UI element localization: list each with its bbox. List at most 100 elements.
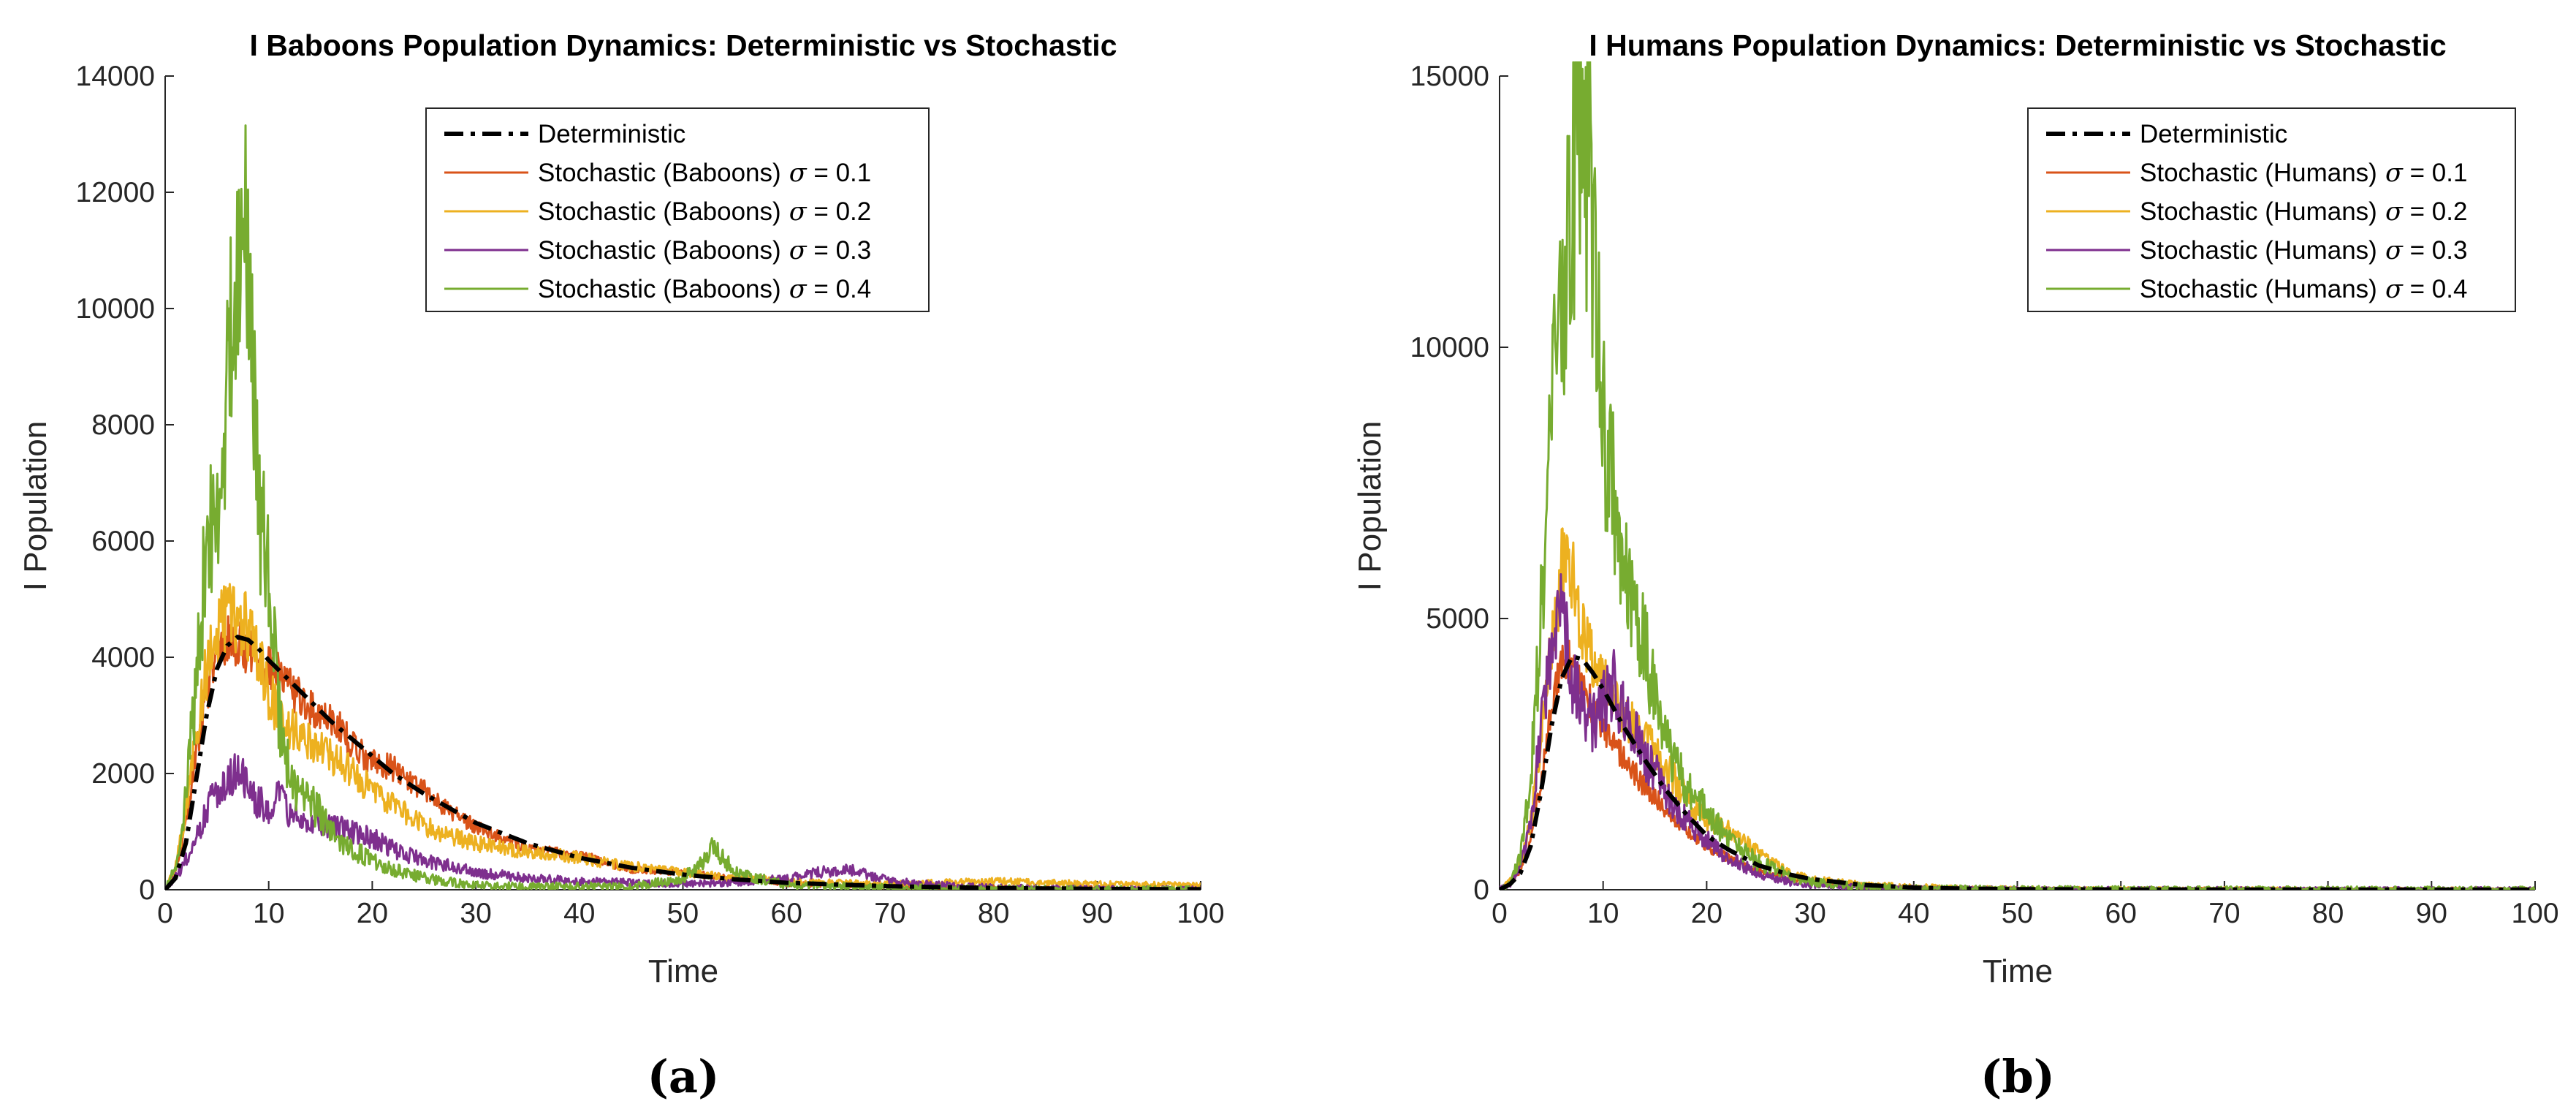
y-tick-label: 14000: [76, 61, 155, 92]
sigma-equals: =: [2403, 159, 2432, 187]
legend-entry: Deterministic: [2046, 120, 2287, 148]
x-tick-label: 40: [1898, 898, 1929, 929]
legend-label-text: Stochastic (Baboons): [538, 159, 781, 187]
y-tick-label: 5000: [1426, 603, 1489, 635]
legend-label: Stochastic (Baboons) σ = 0.1: [538, 159, 871, 188]
panel-caption: (a): [647, 1050, 720, 1103]
legend: Deterministic Stochastic (Humans) σ = 0.1…: [2027, 107, 2516, 312]
sigma-symbol: σ: [2377, 275, 2404, 304]
sigma-value: 0.4: [2432, 275, 2468, 303]
plot-area: [165, 124, 1201, 890]
sigma-equals: =: [807, 159, 836, 187]
legend: Deterministic Stochastic (Baboons) σ = 0.…: [425, 107, 930, 312]
legend-box: [425, 107, 930, 312]
legend-label-text: Stochastic (Baboons): [538, 275, 781, 303]
x-axis-label: Time: [648, 953, 718, 989]
legend-label-text: Stochastic (Humans): [2140, 159, 2377, 187]
sigma-equals: =: [2403, 197, 2432, 226]
legend-entry: Stochastic (Baboons) σ = 0.4: [444, 275, 871, 304]
sigma-equals: =: [807, 236, 836, 265]
sigma-value: 0.1: [2432, 159, 2468, 187]
x-tick-label: 0: [157, 898, 173, 929]
x-tick-label: 60: [771, 898, 802, 929]
legend-label-text: Stochastic (Humans): [2140, 236, 2377, 265]
x-axis-label: Time: [1983, 953, 2053, 989]
chart-panel-a: I Baboons Population Dynamics: Determini…: [18, 29, 1225, 1103]
x-tick-label: 0: [1492, 898, 1508, 929]
legend-entry: Deterministic: [444, 120, 685, 148]
y-axis-label: I Population: [1352, 421, 1388, 591]
y-tick-label: 0: [139, 874, 155, 906]
legend-entry: Stochastic (Humans) σ = 0.3: [2046, 236, 2467, 265]
sigma-value: 0.4: [836, 275, 872, 303]
x-tick-label: 30: [1794, 898, 1825, 929]
sigma-equals: =: [2403, 275, 2432, 303]
axes: 0 10 20 30 40 50 60 70 80 90 100 0 2000 4000 6000 8000 1…: [76, 61, 1225, 929]
x-tick-label: 40: [563, 898, 595, 929]
legend-label-text: Stochastic (Humans): [2140, 197, 2377, 226]
legend-label-text: Stochastic (Baboons): [538, 236, 781, 265]
y-tick-label: 10000: [76, 293, 155, 325]
legend-label: Deterministic: [2140, 120, 2287, 148]
x-tick-label: 70: [2208, 898, 2240, 929]
sigma-symbol: σ: [781, 197, 808, 227]
y-tick-label: 0: [1473, 874, 1489, 906]
x-tick-label: 20: [1691, 898, 1722, 929]
plot-area: [1500, 61, 2535, 890]
chart-title: I Baboons Population Dynamics: Determini…: [250, 29, 1117, 62]
legend-entry: Stochastic (Baboons) σ = 0.1: [444, 159, 871, 188]
legend-entry: Stochastic (Humans) σ = 0.4: [2046, 275, 2467, 304]
legend-entry: Stochastic (Humans) σ = 0.1: [2046, 159, 2467, 188]
x-tick-label: 30: [460, 898, 491, 929]
legend-label-text: Stochastic (Baboons): [538, 197, 781, 226]
sigma-equals: =: [2403, 236, 2432, 265]
chart-title: I Humans Population Dynamics: Determinis…: [1589, 29, 2446, 62]
sigma-value: 0.1: [836, 159, 872, 187]
legend-label: Stochastic (Humans) σ = 0.4: [2140, 275, 2467, 304]
legend-label: Stochastic (Humans) σ = 0.1: [2140, 159, 2467, 188]
legend-label: Stochastic (Humans) σ = 0.3: [2140, 236, 2467, 265]
sigma-equals: =: [807, 197, 836, 226]
sigma-value: 0.2: [836, 197, 872, 226]
legend-label: Stochastic (Humans) σ = 0.2: [2140, 197, 2467, 227]
x-tick-label: 10: [253, 898, 284, 929]
y-tick-label: 2000: [91, 758, 155, 790]
sigma-symbol: σ: [2377, 236, 2404, 265]
sigma-symbol: σ: [781, 236, 808, 265]
sigma-value: 0.3: [836, 236, 872, 265]
legend-entry: Stochastic (Baboons) σ = 0.2: [444, 197, 871, 227]
x-tick-label: 80: [978, 898, 1009, 929]
x-tick-label: 90: [1082, 898, 1113, 929]
series-line: [165, 635, 1201, 890]
legend-label: Stochastic (Baboons) σ = 0.3: [538, 236, 871, 265]
y-tick-label: 12000: [76, 177, 155, 208]
y-axis-label: I Population: [18, 421, 53, 591]
sigma-symbol: σ: [781, 275, 808, 304]
series-line: [1500, 654, 2535, 890]
y-tick-label: 4000: [91, 642, 155, 673]
x-tick-label: 90: [2416, 898, 2447, 929]
x-tick-label: 100: [2511, 898, 2558, 929]
legend-label: Stochastic (Baboons) σ = 0.4: [538, 275, 871, 304]
legend-box: [2027, 107, 2516, 312]
x-tick-label: 60: [2105, 898, 2137, 929]
legend-label-text: Deterministic: [538, 120, 685, 148]
legend-label-text: Deterministic: [2140, 120, 2287, 148]
x-tick-label: 50: [2002, 898, 2033, 929]
sigma-symbol: σ: [2377, 159, 2404, 188]
legend-entry: Stochastic (Baboons) σ = 0.3: [444, 236, 871, 265]
sigma-symbol: σ: [781, 159, 808, 188]
x-tick-label: 80: [2312, 898, 2344, 929]
x-tick-label: 10: [1587, 898, 1619, 929]
x-tick-label: 70: [874, 898, 905, 929]
x-tick-label: 20: [357, 898, 388, 929]
legend-entry: Stochastic (Humans) σ = 0.2: [2046, 197, 2467, 227]
x-tick-label: 50: [667, 898, 699, 929]
sigma-value: 0.3: [2432, 236, 2468, 265]
x-tick-label: 100: [1177, 898, 1224, 929]
y-tick-label: 10000: [1410, 332, 1489, 363]
sigma-symbol: σ: [2377, 197, 2404, 227]
legend-label: Deterministic: [538, 120, 685, 148]
sigma-equals: =: [807, 275, 836, 303]
sigma-value: 0.2: [2432, 197, 2468, 226]
